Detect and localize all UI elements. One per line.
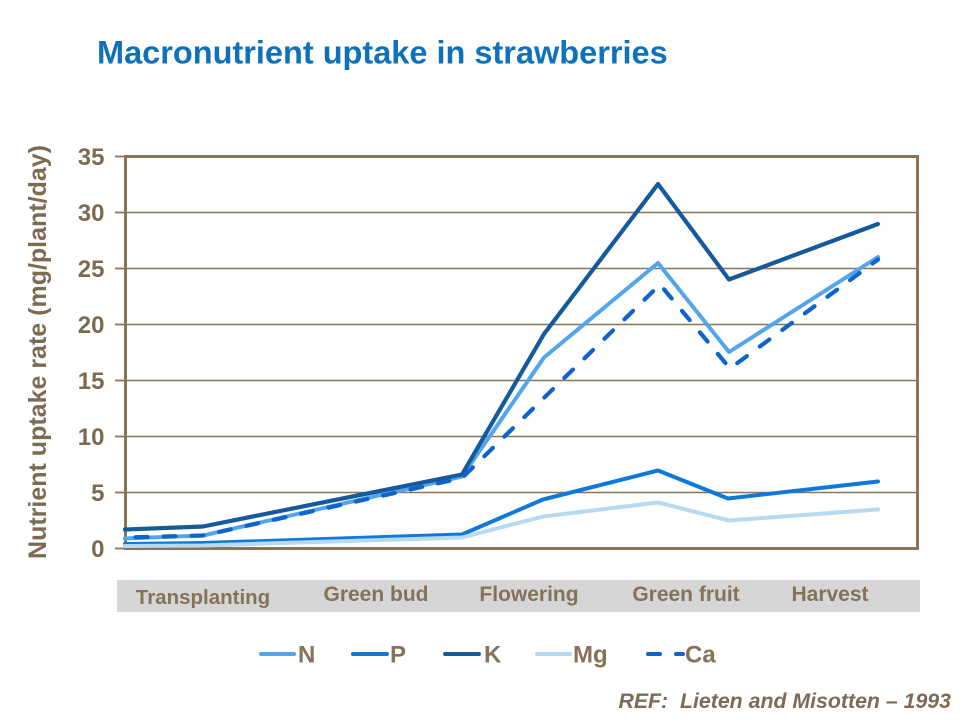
svg-text:Ca: Ca: [685, 642, 716, 669]
svg-text:Mg: Mg: [573, 642, 608, 669]
svg-text:Transplanting: Transplanting: [136, 586, 270, 609]
svg-text:REF: Lieten and Misotten – 19: REF: Lieten and Misotten – 1993: [618, 689, 951, 713]
svg-text:35: 35: [78, 144, 105, 171]
svg-text:Nutrient uptake rate (mg/plant: Nutrient uptake rate (mg/plant/day): [24, 145, 52, 559]
svg-text:Harvest: Harvest: [791, 583, 868, 606]
svg-text:Green fruit: Green fruit: [632, 583, 739, 606]
svg-text:0: 0: [91, 536, 104, 563]
svg-text:Green bud: Green bud: [323, 583, 428, 606]
svg-text:Flowering: Flowering: [479, 583, 578, 606]
svg-text:P: P: [390, 642, 406, 669]
svg-text:15: 15: [78, 368, 105, 395]
svg-text:K: K: [484, 642, 502, 669]
svg-text:25: 25: [78, 256, 105, 283]
svg-text:10: 10: [78, 424, 105, 451]
svg-text:Macronutrient uptake in strawb: Macronutrient uptake in strawberries: [97, 35, 668, 71]
svg-text:30: 30: [78, 200, 105, 227]
svg-text:20: 20: [78, 312, 105, 339]
svg-text:N: N: [298, 642, 315, 669]
svg-text:5: 5: [91, 480, 104, 507]
